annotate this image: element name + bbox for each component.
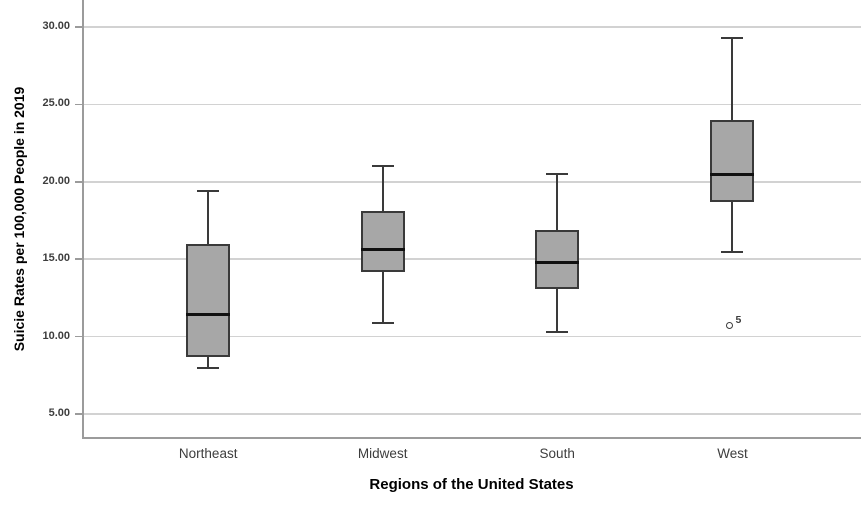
y-tick-label: 25.00 [42,97,70,110]
y-axis-title: Suicie Rates per 100,000 People in 2019 [11,86,27,352]
upper-whisker-cap [371,165,394,168]
gridline [82,181,861,183]
box-west [710,119,755,202]
median-line [186,313,231,317]
lower-whisker-cap [371,321,394,324]
lower-whisker-line [207,356,210,368]
median-line [360,248,405,252]
upper-whisker-cap [721,36,744,39]
gridline [82,335,861,338]
y-tick-label: 20.00 [42,174,70,187]
y-tick-mark [75,103,82,106]
median-line [710,172,755,176]
y-axis-line [82,0,84,438]
lower-whisker-cap [721,250,744,253]
upper-whisker-line [207,191,210,244]
upper-whisker-line [381,166,384,212]
category-label-northeast: Northeast [178,446,238,461]
gridline [82,413,861,415]
y-tick-mark [75,413,82,415]
lower-whisker-cap [197,366,220,369]
category-label-south: South [539,446,575,461]
upper-whisker-line [731,37,734,120]
lower-whisker-line [381,271,384,323]
upper-whisker-line [556,174,559,230]
y-tick-mark [75,258,82,260]
gridline [82,26,861,28]
category-label-midwest: Midwest [357,446,408,461]
outlier-point [726,322,734,330]
y-tick-mark [75,26,82,28]
y-tick-label: 10.00 [42,329,70,342]
x-axis-line [82,437,861,439]
y-tick-mark [75,335,82,338]
box-northeast [186,243,231,357]
box-midwest [360,211,405,272]
lower-whisker-cap [546,330,569,333]
outlier-case-label: 5 [735,313,742,326]
upper-whisker-cap [546,173,569,176]
box-south [535,229,580,289]
y-tick-mark [75,181,82,183]
median-line [535,260,580,264]
upper-whisker-cap [197,190,220,193]
lower-whisker-line [556,288,559,332]
gridline [82,103,861,106]
y-tick-label: 5.00 [48,407,70,419]
plot-area: 5 [82,0,861,438]
y-tick-label: 15.00 [42,252,70,265]
category-label-west: West [717,446,748,461]
x-axis-title: Regions of the United States [369,476,574,493]
lower-whisker-line [731,201,734,252]
gridline [82,258,861,260]
y-tick-label: 30.00 [42,20,70,33]
